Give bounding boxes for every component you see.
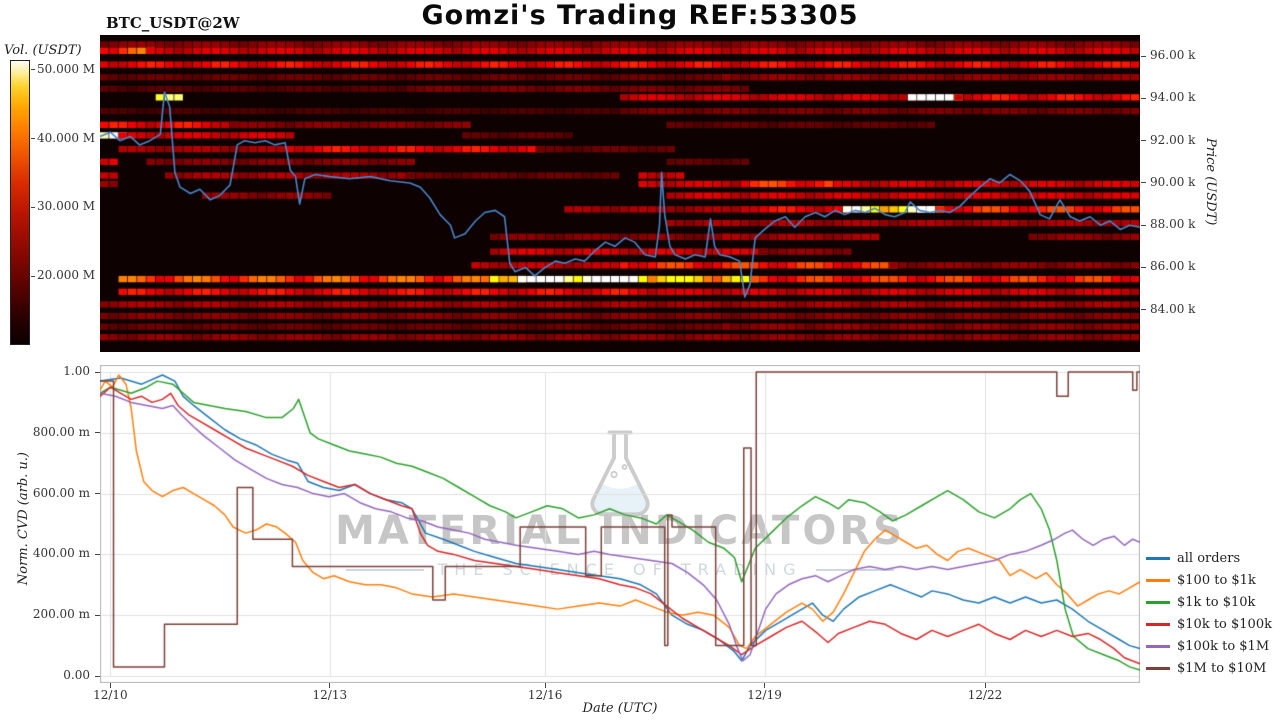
colorbar-tick-mark (31, 206, 35, 208)
price-tick-label: 88.00 k (1150, 217, 1196, 232)
price-axis-title: Price (USDT) (1203, 138, 1218, 226)
page-title: Gomzi's Trading REF:53305 (421, 0, 859, 31)
legend-item: all orders (1146, 547, 1272, 569)
date-tick-mark (329, 683, 331, 688)
price-tick-mark (1141, 97, 1146, 99)
legend-swatch (1146, 644, 1170, 648)
price-tick-label: 96.00 k (1150, 48, 1196, 63)
legend-swatch (1146, 622, 1170, 626)
price-tick-mark (1141, 224, 1146, 226)
cvd-y-tick-mark (95, 371, 100, 373)
legend-swatch (1146, 600, 1170, 604)
legend: all orders $100 to $1k $1k to $10k $10k to … (1146, 547, 1272, 679)
cvd-y-tick-mark (95, 553, 100, 555)
cvd-y-tick-label: 1.00 (63, 364, 90, 378)
legend-swatch (1146, 578, 1170, 582)
price-tick-mark (1141, 182, 1146, 184)
date-tick-label: 12/22 (967, 688, 1003, 702)
cvd-axis-title: Norm. CVD (arb. u.) (16, 452, 31, 586)
legend-item: $1M to $10M (1146, 657, 1272, 679)
date-tick-mark (764, 683, 766, 688)
colorbar-tick-label: 30.000 M (37, 199, 96, 214)
price-tick-label: 90.00 k (1150, 174, 1196, 189)
legend-label: $10k to $100k (1177, 616, 1272, 632)
colorbar-tick-mark (31, 69, 35, 71)
date-tick-label: 12/16 (527, 688, 563, 702)
date-tick-mark (984, 683, 986, 688)
cvd-y-tick-label: 800.00 m (32, 424, 90, 439)
date-tick-label: 12/13 (312, 688, 348, 702)
legend-item: $100k to $1M (1146, 635, 1272, 657)
date-axis-title: Date (UTC) (582, 701, 658, 716)
cvd-y-tick-label: 400.00 m (32, 546, 90, 561)
volume-heatmap-chart (100, 35, 1140, 352)
legend-label: $1k to $10k (1177, 594, 1256, 610)
price-tick-mark (1141, 309, 1146, 311)
colorbar-tick-mark (31, 138, 35, 140)
cvd-y-tick-mark (95, 614, 100, 616)
cvd-chart (100, 365, 1140, 683)
colorbar-tick-label: 40.000 M (37, 130, 96, 145)
legend-label: $100k to $1M (1177, 638, 1270, 654)
cvd-y-tick-mark (95, 493, 100, 495)
legend-swatch (1146, 666, 1170, 670)
cvd-y-tick-mark (95, 675, 100, 677)
colorbar-tick-label: 20.000 M (37, 268, 96, 283)
colorbar-label: Vol. (USDT) (4, 43, 82, 58)
legend-label: $1M to $10M (1177, 660, 1267, 676)
price-tick-label: 84.00 k (1150, 301, 1196, 316)
price-tick-label: 86.00 k (1150, 259, 1196, 274)
price-tick-mark (1141, 140, 1146, 142)
colorbar-tick-mark (31, 275, 35, 277)
symbol-timeframe-label: BTC_USDT@2W (106, 14, 240, 32)
price-tick-mark (1141, 266, 1146, 268)
date-tick-mark (544, 683, 546, 688)
cvd-y-tick-label: 200.00 m (32, 607, 90, 622)
price-tick-label: 92.00 k (1150, 132, 1196, 147)
legend-item: $10k to $100k (1146, 613, 1272, 635)
date-tick-label: 12/19 (747, 688, 782, 702)
cvd-y-tick-label: 600.00 m (32, 485, 90, 500)
cvd-y-tick-label: 0.00 (63, 668, 90, 682)
price-tick-label: 94.00 k (1150, 90, 1196, 105)
legend-swatch (1146, 556, 1170, 560)
legend-label: $100 to $1k (1177, 572, 1256, 588)
volume-colorbar (10, 60, 30, 345)
price-tick-mark (1141, 55, 1146, 57)
colorbar-tick-label: 50.000 M (37, 61, 96, 76)
date-tick-label: 12/10 (93, 688, 128, 702)
cvd-y-tick-mark (95, 432, 100, 434)
date-tick-mark (109, 683, 111, 688)
legend-label: all orders (1177, 550, 1241, 566)
legend-item: $1k to $10k (1146, 591, 1272, 613)
legend-item: $100 to $1k (1146, 569, 1272, 591)
